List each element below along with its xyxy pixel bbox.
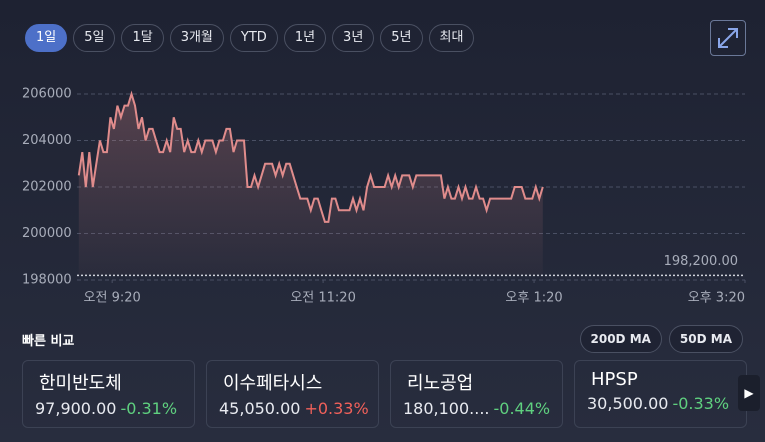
price-row: 97,900.00 -0.31% <box>35 399 194 418</box>
compare-card[interactable]: HPSP 30,500.00 -0.33% <box>574 360 747 428</box>
range-buttons: 1일 5일 1달 3개월 YTD 1년 3년 5년 최대 <box>25 24 475 52</box>
change: +0.33% <box>304 399 369 418</box>
range-button[interactable]: 3개월 <box>169 24 224 52</box>
y-tick-label: 206000 <box>22 87 72 102</box>
stock-name: 한미반도체 <box>39 373 122 394</box>
x-tick-label: 오전 9:20 <box>84 291 141 306</box>
compare-card[interactable]: 한미반도체 97,900.00 -0.31% <box>22 360 195 428</box>
price: 30,500.00 <box>587 394 669 413</box>
x-tick-label: 오전 11:20 <box>290 291 356 306</box>
price-line <box>77 90 544 223</box>
compare-card[interactable]: 리노공업 180,100.... -0.44% <box>390 360 563 428</box>
compare-card[interactable]: 이수페타시스 45,050.00 +0.33% <box>206 360 379 428</box>
price-row: 180,100.... -0.44% <box>403 399 562 418</box>
area <box>78 94 543 276</box>
x-tick-label: 오후 3:20 <box>688 291 745 306</box>
x-tick-label: 오후 1:20 <box>505 291 562 306</box>
y-tick-label: 200000 <box>22 226 72 241</box>
expand-button[interactable] <box>710 20 746 56</box>
range-button[interactable]: YTD <box>229 24 278 52</box>
stock-name: 이수페타시스 <box>223 373 323 394</box>
next-arrow[interactable]: ▶ <box>738 375 760 411</box>
price: 180,100.... <box>403 399 490 418</box>
range-button[interactable]: 1일 <box>25 24 68 52</box>
stock-name: HPSP <box>591 369 638 390</box>
range-button[interactable]: 3년 <box>332 24 375 52</box>
change: -0.31% <box>120 399 178 418</box>
ma-buttons: 200D MA 50D MA <box>579 325 743 353</box>
ma-button[interactable]: 200D MA <box>579 325 662 353</box>
ma-button[interactable]: 50D MA <box>668 325 743 353</box>
compare-title: 빠른 비교 <box>22 334 75 349</box>
expand-icon <box>718 28 738 48</box>
price: 97,900.00 <box>35 399 117 418</box>
price-row: 45,050.00 +0.33% <box>219 399 378 418</box>
range-button[interactable]: 5년 <box>380 24 423 52</box>
range-button[interactable]: 1년 <box>283 24 327 52</box>
range-button[interactable]: 최대 <box>428 24 475 52</box>
compare-cards: 한미반도체 97,900.00 -0.31% 이수페타시스 45,050.00 +0.33… <box>22 360 747 428</box>
chart: 198000 200000 202000 204000 206000 오전 9:20 오전 … <box>22 87 746 306</box>
y-tick-label: 202000 <box>22 180 72 195</box>
reference-label: 198,200.00 <box>664 254 738 269</box>
stock-name: 리노공업 <box>407 373 474 394</box>
y-tick-label: 204000 <box>22 133 72 148</box>
change: -0.44% <box>493 399 551 418</box>
range-button[interactable]: 5일 <box>73 24 116 52</box>
y-tick-label: 198000 <box>22 273 72 288</box>
change: -0.33% <box>672 394 730 413</box>
price-row: 30,500.00 -0.33% <box>587 394 746 413</box>
range-button[interactable]: 1달 <box>121 24 164 52</box>
price: 45,050.00 <box>219 399 301 418</box>
